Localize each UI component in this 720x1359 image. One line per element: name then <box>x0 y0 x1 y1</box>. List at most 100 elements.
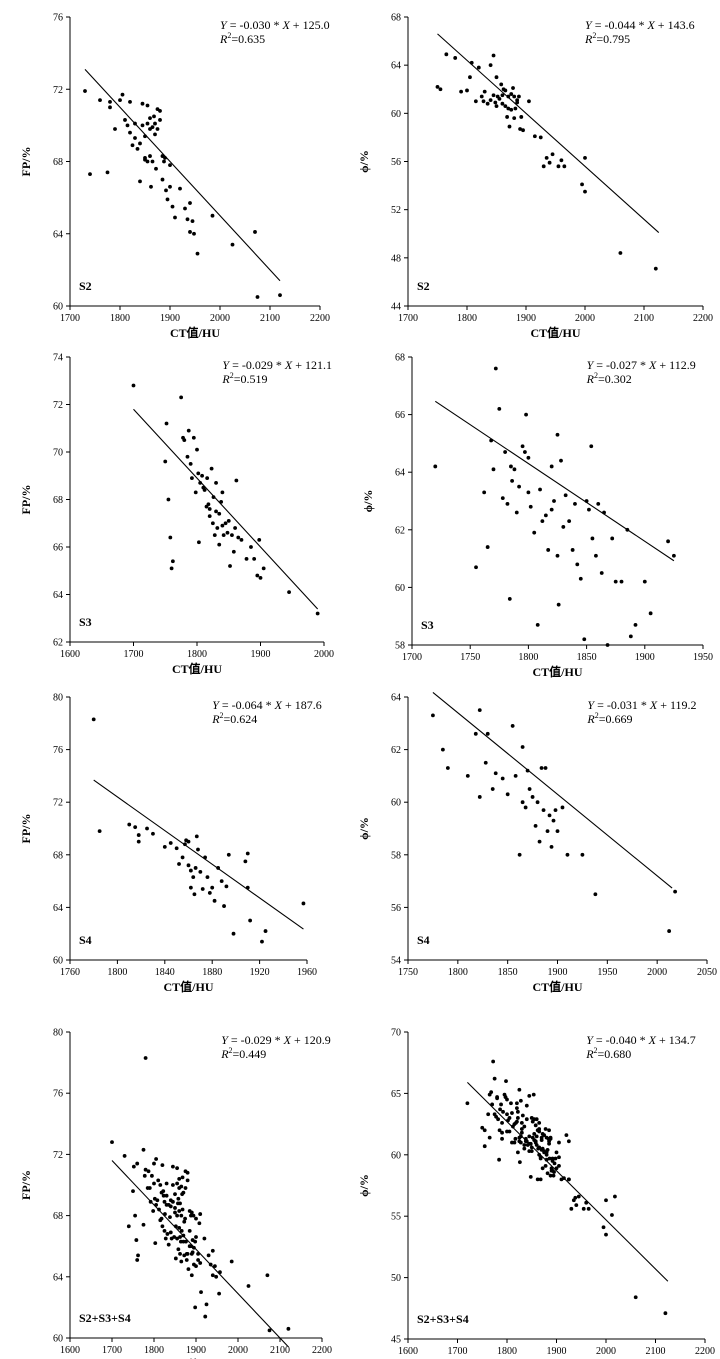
data-point <box>145 159 150 164</box>
data-point <box>187 1229 192 1233</box>
y-tick-label: 68 <box>53 1211 63 1222</box>
data-point <box>465 88 469 93</box>
data-point <box>155 127 160 131</box>
data-point <box>185 1178 190 1183</box>
y-axis-label: ϕ/% <box>361 490 375 513</box>
data-point <box>567 519 572 524</box>
data-point <box>179 1259 184 1264</box>
y-tick-label: 58 <box>391 850 401 861</box>
data-point <box>190 476 194 481</box>
data-point <box>524 1117 529 1122</box>
data-point <box>148 116 152 121</box>
data-point <box>177 862 181 866</box>
data-point <box>663 1311 668 1316</box>
data-point <box>133 136 137 140</box>
y-tick-label: 70 <box>391 1028 401 1039</box>
data-point <box>547 160 552 165</box>
data-point <box>145 103 150 108</box>
data-point <box>540 1166 545 1171</box>
data-point <box>610 1213 614 1217</box>
data-point <box>125 123 130 128</box>
data-point <box>257 537 262 542</box>
x-tick-label: 1900 <box>251 649 271 660</box>
data-point <box>188 201 192 205</box>
data-point <box>207 507 212 511</box>
data-point <box>527 1134 532 1139</box>
data-point <box>120 92 125 97</box>
data-point <box>199 1290 203 1294</box>
data-point <box>513 106 518 111</box>
data-point <box>520 1113 525 1118</box>
data-point <box>164 421 169 426</box>
data-point <box>230 533 234 538</box>
data-point <box>543 513 548 518</box>
y-tick-label: 72 <box>53 1150 63 1161</box>
data-point <box>633 1295 638 1300</box>
x-tick-label: 1800 <box>144 1345 164 1356</box>
data-point <box>128 130 132 135</box>
data-point <box>556 164 561 169</box>
data-point <box>193 866 198 870</box>
data-point <box>175 1213 180 1218</box>
data-point <box>148 154 152 158</box>
x-tick-label: 1600 <box>398 1346 418 1357</box>
data-point <box>518 1134 523 1139</box>
y-tick-label: 60 <box>53 1334 63 1345</box>
data-point <box>482 89 487 94</box>
data-point <box>202 1236 207 1241</box>
data-point <box>162 159 166 164</box>
data-point <box>512 467 517 472</box>
x-tick-label: 1900 <box>516 313 536 324</box>
data-point <box>520 745 525 749</box>
data-point <box>150 159 155 164</box>
data-point <box>477 795 482 799</box>
data-point <box>261 566 266 571</box>
y-tick-label: 68 <box>53 157 63 168</box>
data-point <box>524 412 528 417</box>
data-point <box>164 1181 169 1186</box>
data-point <box>477 708 482 713</box>
data-point <box>183 206 187 211</box>
data-point <box>108 105 112 110</box>
r-squared-value: =0.302 <box>598 372 632 386</box>
r-squared: R2=0.519 <box>221 371 267 386</box>
data-point <box>500 93 505 98</box>
data-point <box>520 800 525 805</box>
data-point <box>133 1213 138 1218</box>
data-point <box>154 166 158 171</box>
data-point <box>545 829 550 834</box>
data-point <box>531 1092 536 1097</box>
y-tick-label: 72 <box>53 798 63 809</box>
data-point <box>586 1206 591 1211</box>
data-point <box>155 1198 160 1203</box>
data-point <box>553 808 558 812</box>
data-point <box>252 556 257 561</box>
y-tick-label: 64 <box>53 1272 63 1283</box>
data-point <box>492 1076 497 1081</box>
data-point <box>619 579 624 584</box>
data-point <box>258 575 263 580</box>
data-point <box>566 1139 571 1144</box>
data-point <box>191 875 196 880</box>
data-point <box>194 1216 198 1221</box>
data-point <box>140 101 145 106</box>
data-point <box>198 1261 203 1265</box>
data-point <box>164 1193 169 1198</box>
data-point <box>215 526 220 530</box>
y-tick-label: 60 <box>391 1150 401 1161</box>
data-point <box>483 760 488 765</box>
data-point <box>496 1117 500 1122</box>
data-point <box>138 179 142 184</box>
x-axis-label: CT值/HU <box>532 979 582 994</box>
data-point <box>491 93 496 98</box>
data-point <box>98 98 102 102</box>
data-point <box>260 939 264 944</box>
data-point <box>444 52 449 57</box>
data-point <box>535 622 540 627</box>
data-point <box>541 164 546 169</box>
data-point <box>537 839 542 844</box>
data-point <box>83 89 87 93</box>
data-point <box>510 1111 514 1115</box>
data-point <box>186 1267 191 1272</box>
data-point <box>512 116 517 121</box>
